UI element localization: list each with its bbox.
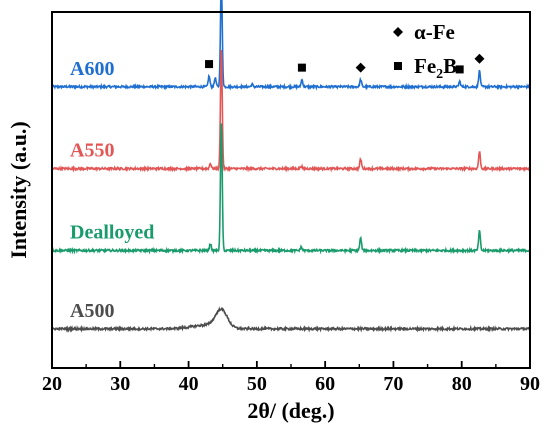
fe2b-marker: [455, 65, 464, 74]
peak-markers: [205, 53, 485, 74]
series-line-a500: [51, 306, 531, 333]
series-label-a600: A600: [70, 58, 114, 80]
series-label-dealloyed: Dealloyed: [70, 222, 154, 244]
legend-label: α-Fe: [414, 20, 455, 44]
legend-label: Fe2B: [414, 54, 457, 82]
series-label-a500: A500: [70, 300, 114, 322]
axes: 20 30 40 50 60 70 80 90: [42, 11, 540, 395]
x-tick-label: 80: [452, 373, 472, 395]
fe2b-marker: [205, 60, 214, 69]
legend: α-Fe Fe2B: [393, 20, 457, 82]
x-axis-title: 2θ/ (deg.): [247, 398, 334, 423]
x-tick-label: 50: [247, 373, 267, 395]
series-line-a550: [51, 49, 531, 173]
plot-frame: [51, 11, 531, 369]
series-label-a550: A550: [70, 140, 114, 162]
series-group: A600 A550 Dealloyed A500: [51, 0, 531, 333]
legend-square-icon: [394, 62, 402, 70]
alpha-fe-marker: [474, 53, 485, 64]
alpha-fe-marker: [355, 62, 366, 73]
series-line-a600: [51, 0, 531, 91]
y-axis-title: Intensity (a.u.): [6, 121, 31, 259]
x-tick-label: 70: [383, 373, 403, 395]
x-tick-label: 30: [110, 373, 130, 395]
x-tick-label: 90: [520, 373, 540, 395]
fe2b-marker: [297, 63, 306, 72]
x-tick-label: 60: [315, 373, 335, 395]
x-tick-label: 40: [179, 373, 199, 395]
x-tick-label: 20: [42, 373, 62, 395]
legend-diamond-icon: [393, 27, 403, 37]
series-line-dealloyed: [51, 123, 531, 255]
